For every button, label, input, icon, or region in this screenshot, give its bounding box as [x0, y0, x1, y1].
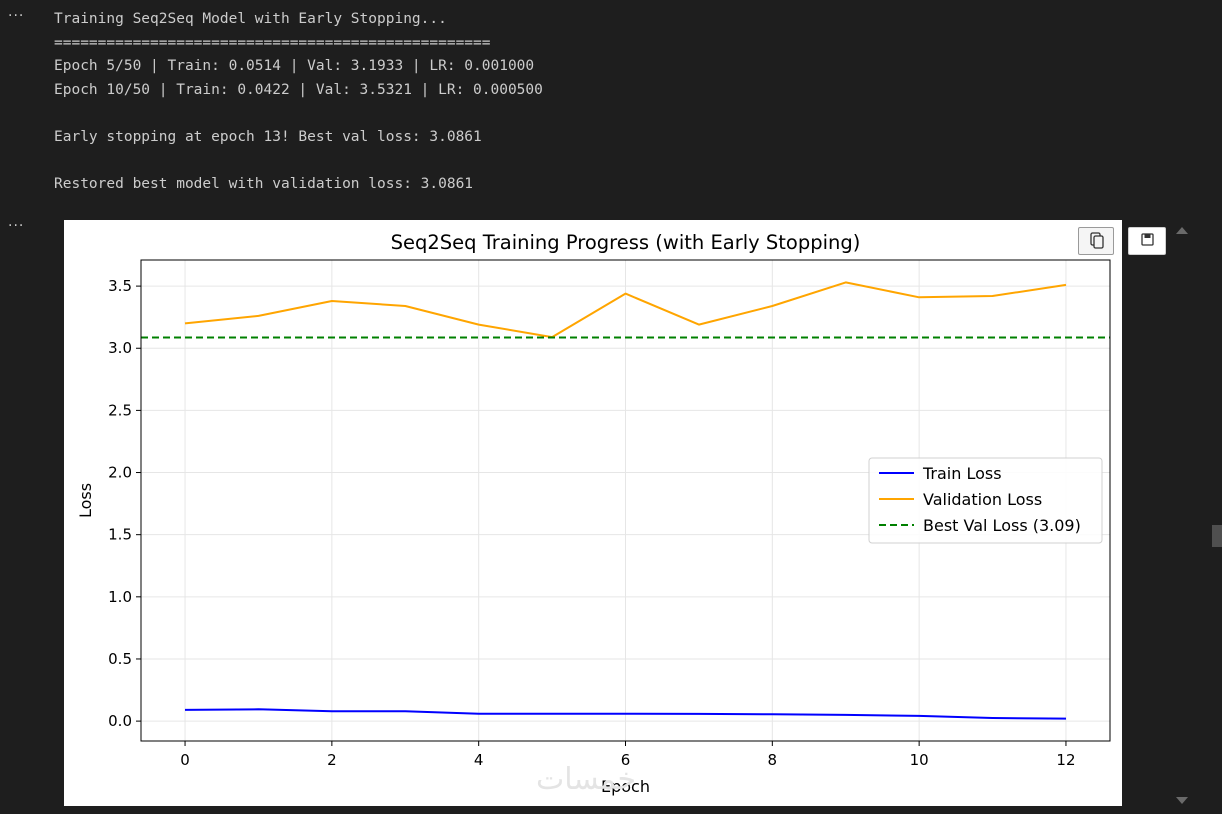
validation-loss-line [184, 281, 1067, 339]
copy-icon [1090, 232, 1104, 249]
scroll-up-icon[interactable] [1176, 227, 1188, 234]
chart-output: 0 2 4 6 8 10 12 0.0 0.5 1.0 1.5 2.0 2.5 3.0 3.5 Seq2Se… [64, 220, 1122, 806]
x-tick-label: 4 [474, 751, 484, 769]
legend-entry: Best Val Loss (3.09) [923, 516, 1081, 535]
y-tick-label: 0.5 [108, 650, 132, 668]
x-tick-label: 12 [1056, 751, 1075, 769]
x-tick-label: 2 [327, 751, 337, 769]
y-tick-label: 2.5 [108, 401, 132, 419]
series-layer [141, 281, 1110, 720]
console-output: Training Seq2Seq Model with Early Stoppi… [54, 8, 543, 197]
output-line: Early stopping at epoch 13! Best val los… [54, 128, 482, 145]
legend-box [868, 457, 1103, 544]
save-output-button[interactable] [1128, 227, 1166, 255]
output-line: Epoch 10/50 | Train: 0.0422 | Val: 3.532… [54, 81, 543, 98]
train-loss-line [184, 708, 1067, 720]
output-line: Epoch 5/50 | Train: 0.0514 | Val: 3.1933… [54, 58, 535, 75]
x-tick-label: 10 [910, 751, 929, 769]
y-tick-label: 0.0 [108, 712, 132, 730]
x-tick-label: 6 [621, 751, 631, 769]
save-icon [1141, 233, 1154, 246]
cell-menu-ellipsis[interactable]: ··· [8, 8, 25, 24]
scrollbar-thumb[interactable] [1212, 525, 1222, 547]
scroll-down-icon[interactable] [1176, 797, 1188, 804]
y-tick-label: 3.5 [108, 277, 132, 295]
copy-output-button[interactable] [1078, 227, 1114, 255]
y-axis-label: Loss [76, 483, 95, 518]
legend: Train Loss Validation Loss Best Val Loss (… [868, 457, 1103, 544]
y-tick-label: 3.0 [108, 339, 132, 357]
x-tick-label: 0 [180, 751, 190, 769]
legend-entry: Train Loss [922, 464, 1002, 483]
legend-entry: Validation Loss [923, 490, 1042, 509]
x-tick-label: 8 [768, 751, 778, 769]
y-tick-label: 1.5 [108, 526, 132, 544]
chart-title: Seq2Seq Training Progress (with Early St… [391, 231, 861, 254]
cell-menu-ellipsis[interactable]: ··· [8, 218, 25, 234]
output-line: ========================================… [54, 34, 491, 51]
y-tick-label: 1.0 [108, 588, 132, 606]
output-line: Restored best model with validation loss… [54, 176, 474, 193]
x-axis-label: Epoch [601, 777, 650, 796]
output-line: Training Seq2Seq Model with Early Stoppi… [54, 11, 447, 27]
loss-chart: 0 2 4 6 8 10 12 0.0 0.5 1.0 1.5 2.0 2.5 3.0 3.5 Seq2Se… [76, 231, 1111, 796]
ticks: 0 2 4 6 8 10 12 0.0 0.5 1.0 1.5 2.0 2.5 3.0 3.5 [108, 277, 1075, 769]
y-tick-label: 2.0 [108, 464, 132, 482]
